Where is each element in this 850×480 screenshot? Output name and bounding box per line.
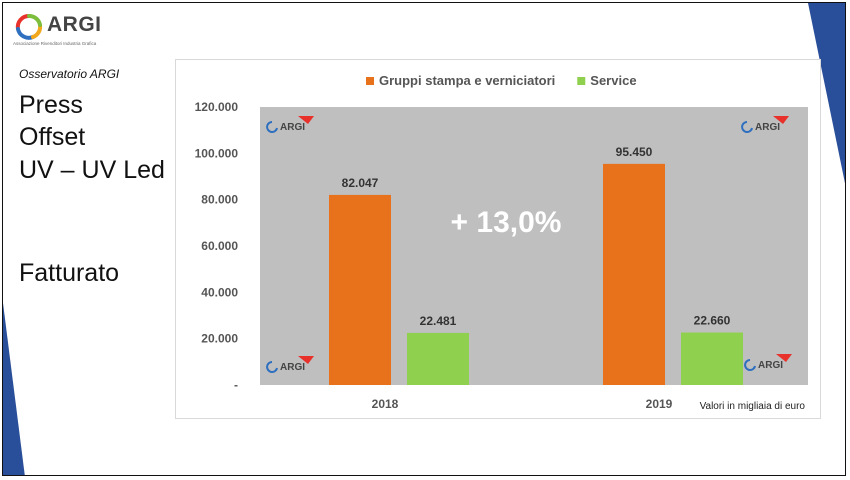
blue-stripe-left (3, 303, 25, 475)
watermark-text: ARGI (280, 362, 305, 373)
logo-tagline: Associazione Rivenditori Industria Grafi… (13, 41, 97, 46)
unit-note: Valori in migliaia di euro (700, 401, 806, 412)
bar (603, 163, 665, 385)
watermark-flag-icon (773, 116, 789, 124)
x-tick-label: 2018 (372, 397, 399, 411)
y-tick-label: 20.000 (201, 332, 238, 346)
legend-swatch-1 (577, 77, 586, 85)
y-tick-label: 100.000 (195, 146, 239, 160)
blue-stripe-right (808, 3, 845, 184)
watermark-logo-icon (266, 361, 278, 373)
x-tick-label: 2019 (646, 397, 673, 411)
page-subtitle: Osservatorio ARGI (19, 67, 120, 81)
watermark-text: ARGI (280, 122, 305, 133)
bar (681, 332, 743, 385)
y-tick-label: 40.000 (201, 285, 238, 299)
legend-label-1: Service (590, 73, 636, 88)
title-line-uv: UV – UV Led (19, 156, 165, 184)
title-line-offset: Offset (19, 123, 86, 151)
growth-annotation: + 13,0% (451, 206, 562, 239)
legend-swatch-0 (366, 77, 374, 85)
title-line-press: Press (19, 91, 83, 119)
watermark-flag-icon (776, 354, 792, 362)
y-tick-label: - (234, 378, 238, 392)
watermark-logo-icon (266, 121, 278, 133)
bar-chart: - 20.000 40.000 60.000 80.000 100.000 120.000 G… (195, 73, 808, 412)
slide-decoration (3, 3, 845, 475)
data-label: 95.450 (616, 145, 653, 159)
watermark-text: ARGI (758, 360, 783, 371)
logo-wordmark: ARGI (47, 13, 102, 36)
argi-logo-mark-icon (15, 13, 43, 40)
data-label: 22.481 (420, 314, 457, 328)
watermark-text: ARGI (755, 122, 780, 133)
bar (407, 332, 469, 385)
y-tick-label: 80.000 (201, 193, 238, 207)
section-label: Fatturato (19, 259, 120, 287)
data-label: 82.047 (342, 176, 379, 190)
bar (329, 194, 391, 385)
watermark-logo-icon (744, 359, 756, 371)
y-tick-label: 120.000 (195, 100, 239, 114)
y-tick-label: 60.000 (201, 239, 238, 253)
watermark-logo-icon (741, 121, 753, 133)
chart-container: - 20.000 40.000 60.000 80.000 100.000 120.000 G… (175, 59, 821, 419)
watermark-flag-icon (298, 356, 314, 364)
watermark-flag-icon (298, 116, 314, 124)
legend-label-0: Gruppi stampa e verniciatori (379, 73, 555, 88)
data-label: 22.660 (694, 314, 731, 328)
argi-logo: ARGI Associazione Rivenditori Industria … (11, 11, 131, 51)
